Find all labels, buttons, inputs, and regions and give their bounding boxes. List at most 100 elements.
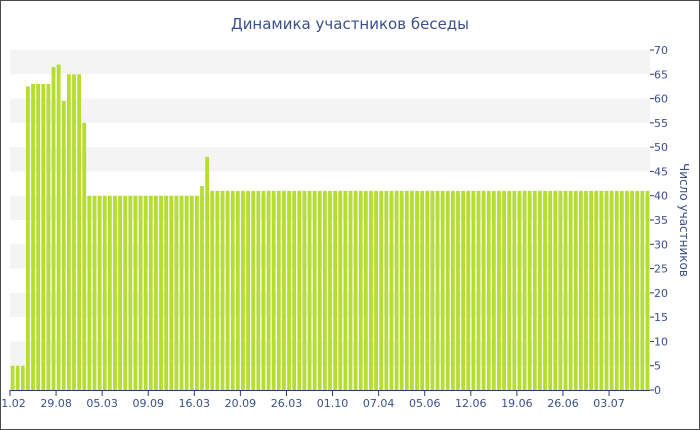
bar	[246, 190, 250, 390]
bar	[317, 190, 322, 390]
bar	[113, 195, 117, 390]
bar	[220, 190, 225, 390]
bar	[261, 190, 266, 390]
bar	[31, 84, 35, 390]
bar	[15, 365, 20, 390]
bar	[415, 190, 419, 390]
chart-title: Динамика участников беседы	[231, 15, 469, 33]
bar	[363, 190, 368, 390]
y-tick-label: 10	[654, 335, 668, 348]
y-tick-label: 0	[654, 384, 661, 397]
bar-series	[10, 64, 650, 391]
bar	[476, 190, 481, 390]
bar	[143, 195, 148, 390]
y-tick-label: 35	[654, 214, 668, 227]
bar	[374, 190, 378, 390]
bar	[635, 190, 640, 390]
bar	[194, 195, 199, 390]
bar	[266, 190, 271, 390]
bar	[189, 195, 194, 390]
bar	[343, 190, 348, 390]
x-tick-label: 05.06	[409, 397, 441, 410]
bar	[10, 365, 15, 390]
x-tick-label: 03.07	[593, 397, 625, 410]
y-tick-label: 30	[654, 238, 668, 251]
y-tick-label: 50	[654, 141, 668, 154]
bar	[97, 195, 102, 390]
bar	[450, 190, 455, 390]
bar	[77, 74, 82, 390]
bar	[538, 190, 542, 390]
bar	[241, 190, 245, 390]
bar	[625, 190, 629, 390]
grid-band	[10, 147, 650, 172]
bar	[271, 190, 276, 390]
x-tick-label: 20.09	[225, 397, 257, 410]
bar	[619, 190, 624, 390]
bar	[92, 195, 97, 390]
bar	[379, 190, 384, 390]
bar	[41, 84, 46, 390]
bar	[599, 190, 604, 390]
bar	[123, 195, 128, 390]
bar	[251, 190, 256, 390]
bar	[614, 190, 619, 390]
bar	[404, 190, 409, 390]
bar	[133, 195, 138, 390]
bar	[26, 86, 30, 391]
bar	[471, 190, 476, 390]
x-tick-label: 07.04	[363, 397, 395, 410]
x-tick-label: 05.03	[86, 397, 118, 410]
bar	[36, 84, 41, 390]
y-tick-label: 65	[654, 68, 668, 81]
bar	[517, 190, 522, 390]
bar	[174, 195, 179, 390]
bar	[568, 190, 573, 390]
x-tick-label: 12.06	[455, 397, 487, 410]
bar	[102, 195, 107, 390]
bar	[154, 195, 158, 390]
y-tick-label: 55	[654, 117, 668, 130]
bar	[322, 190, 327, 390]
bar	[184, 195, 189, 390]
bar	[287, 190, 291, 390]
bar	[507, 190, 512, 390]
bar	[312, 190, 317, 390]
bar	[609, 190, 614, 390]
bar	[225, 190, 230, 390]
bar	[430, 190, 435, 390]
bar	[66, 74, 71, 390]
bar	[389, 190, 394, 390]
bar	[578, 190, 583, 390]
bar	[543, 190, 547, 390]
bar	[502, 190, 506, 390]
x-tick-label: 26.06	[547, 397, 579, 410]
bar	[399, 190, 404, 390]
bar	[148, 195, 153, 390]
bar	[497, 190, 501, 390]
bar	[558, 190, 563, 390]
bar	[61, 101, 66, 390]
bar	[461, 190, 466, 390]
bar	[51, 67, 56, 390]
x-ticks: 21.02 29.08 05.03 09.09 16.03 20.09 26.03 01.10…	[0, 390, 625, 410]
bar	[20, 365, 25, 390]
bar	[307, 190, 312, 390]
y-tick-label: 40	[654, 190, 668, 203]
bar	[200, 186, 204, 390]
y-ticks: 0 5 10 15 20 25 30 35 40 45 50 55 60 65 70	[650, 44, 668, 397]
x-tick-label: 29.08	[40, 397, 72, 410]
bar	[640, 190, 645, 390]
bar	[553, 190, 558, 390]
bar	[333, 190, 338, 390]
x-tick-label: 09.09	[132, 397, 164, 410]
bar	[292, 190, 297, 390]
bar	[72, 74, 76, 390]
bar	[456, 190, 460, 390]
bar	[302, 190, 307, 390]
bar	[358, 190, 363, 390]
bar	[420, 190, 425, 390]
x-tick-label: 19.06	[501, 397, 533, 410]
bar	[210, 190, 215, 390]
